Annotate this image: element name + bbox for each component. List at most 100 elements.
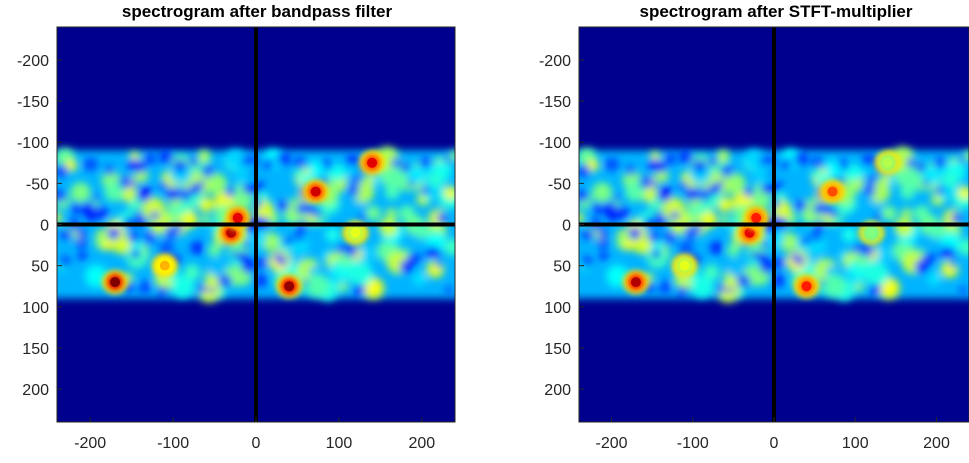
chart-panel-stft: spectrogram after STFT-multiplier -200 -1…	[485, 0, 969, 463]
texture-hole	[75, 238, 87, 250]
texture-hole	[727, 286, 735, 294]
texture-hole	[716, 284, 726, 294]
texture-blob	[304, 211, 318, 225]
hotspot-core	[827, 186, 838, 197]
texture-hole	[421, 186, 430, 196]
texture-blob	[293, 167, 305, 179]
texture-hole	[628, 226, 642, 240]
texture-hole	[906, 157, 917, 168]
x-tick-label: 100	[842, 435, 869, 452]
texture-hole	[137, 187, 152, 202]
texture-hole	[679, 181, 688, 190]
texture-blob	[625, 181, 646, 202]
texture-hole	[407, 179, 415, 187]
texture-hole	[605, 157, 619, 172]
texture-blob	[744, 149, 765, 170]
texture-hole	[915, 163, 926, 173]
texture-hole	[950, 213, 962, 224]
texture-hole	[76, 229, 86, 239]
texture-hole	[190, 241, 204, 255]
texture-blob	[894, 217, 914, 237]
y-tick-label: 150	[22, 341, 49, 358]
texture-hole	[615, 205, 629, 220]
texture-hole	[276, 151, 291, 166]
texture-blob	[726, 257, 746, 278]
texture-hole	[591, 202, 603, 213]
texture-hole	[585, 229, 593, 238]
texture-hole	[263, 158, 275, 169]
texture-blob	[207, 244, 221, 257]
texture-hole	[320, 157, 328, 165]
texture-hole	[208, 286, 216, 294]
texture-blob	[102, 239, 114, 251]
texture-hole	[692, 159, 707, 173]
x-tick-label: 100	[326, 435, 353, 452]
texture-hole	[760, 239, 769, 249]
texture-hole	[873, 212, 883, 222]
y-tick-label: 0	[40, 218, 49, 235]
texture-blob	[205, 172, 227, 195]
texture-blob	[623, 239, 635, 251]
texture-hole	[400, 163, 411, 173]
x-tick-label: -200	[595, 435, 627, 452]
y-tick-label: -200	[539, 53, 571, 70]
texture-hole	[739, 277, 749, 287]
texture-hole	[708, 183, 721, 195]
texture-hole	[651, 180, 658, 187]
texture-blob	[860, 164, 874, 178]
texture-hole	[345, 154, 358, 167]
texture-hole	[759, 155, 770, 166]
texture-blob	[426, 260, 444, 278]
texture-hole	[419, 156, 432, 169]
hotspot-core	[310, 186, 321, 197]
texture-blob	[344, 164, 357, 178]
texture-hole	[791, 252, 801, 263]
texture-blob	[690, 275, 714, 299]
texture-hole	[164, 225, 179, 240]
texture-hole	[795, 199, 807, 212]
texture-hole	[197, 284, 207, 294]
texture-blob	[825, 159, 843, 177]
texture-hole	[189, 183, 202, 195]
texture-hole	[852, 244, 862, 254]
texture-blob	[235, 165, 257, 186]
texture-hole	[314, 209, 323, 219]
texture-blob	[366, 205, 381, 221]
texture-hole	[626, 166, 636, 176]
texture-hole	[436, 213, 447, 224]
texture-hole	[579, 190, 589, 203]
texture-hole	[709, 241, 724, 255]
texture-blob	[128, 198, 142, 212]
texture-hole	[774, 257, 786, 269]
texture-hole	[241, 260, 255, 274]
texture-blob	[339, 253, 352, 266]
x-tick-label: 0	[770, 435, 779, 452]
texture-blob	[821, 273, 846, 298]
texture-hole	[781, 158, 792, 169]
texture-hole	[804, 236, 812, 244]
texture-hole	[685, 187, 699, 201]
band-texture	[579, 146, 969, 303]
texture-blob	[171, 275, 195, 299]
texture-hole	[94, 205, 108, 220]
texture-blob	[112, 235, 131, 255]
band-texture	[57, 146, 455, 303]
texture-hole	[949, 261, 956, 268]
texture-hole	[131, 249, 141, 259]
texture-hole	[957, 155, 966, 164]
y-tick-label: 150	[544, 341, 571, 358]
texture-hole	[292, 155, 307, 170]
texture-blob	[327, 163, 346, 183]
chart-title: spectrogram after bandpass filter	[122, 2, 393, 21]
texture-hole	[231, 250, 239, 259]
texture-hole	[684, 225, 699, 240]
texture-hole	[720, 164, 734, 178]
texture-blob	[207, 257, 228, 278]
texture-hole	[922, 179, 930, 187]
texture-hole	[743, 186, 755, 197]
hotspot-core	[882, 157, 893, 168]
texture-hole	[679, 150, 693, 164]
texture-hole	[664, 152, 678, 166]
texture-hole	[607, 211, 618, 222]
texture-blob	[703, 264, 720, 281]
